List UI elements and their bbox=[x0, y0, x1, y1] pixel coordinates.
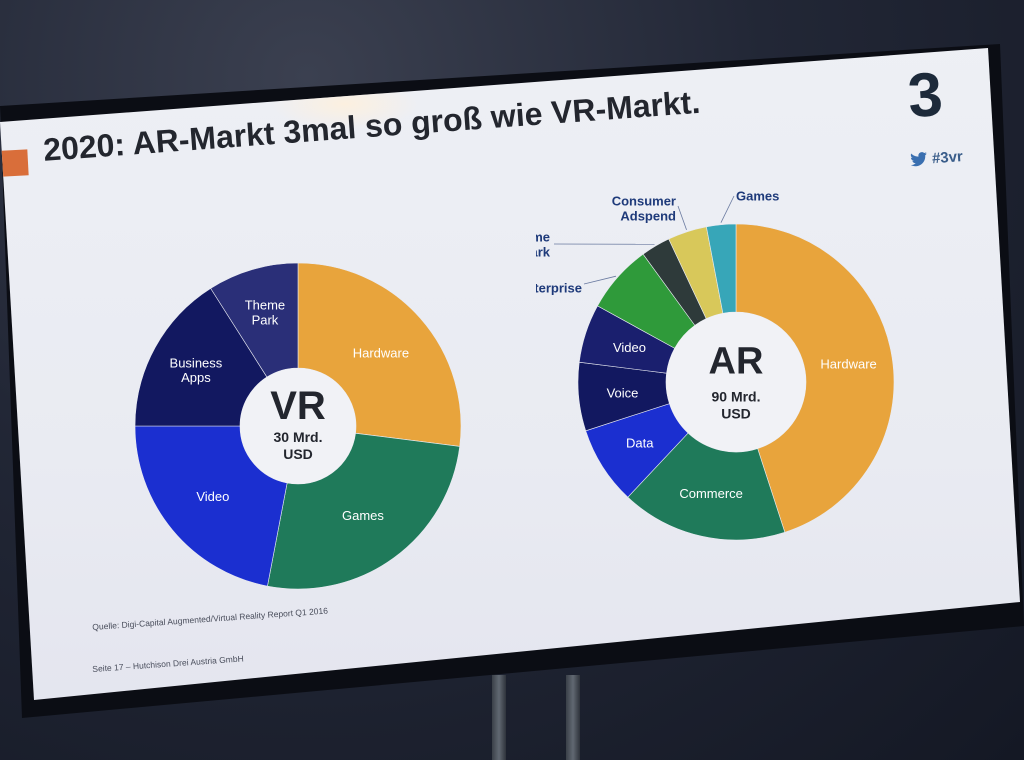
ar-label-commerce: Commerce bbox=[679, 486, 743, 501]
ar-label-enterprise: Enterprise bbox=[536, 281, 582, 296]
ar-label-data: Data bbox=[626, 436, 654, 451]
ar-label-consumer-adspend: Consumer Adspend bbox=[612, 193, 676, 223]
vr-label-hardware: Hardware bbox=[353, 345, 409, 360]
hashtag-row: #3vr bbox=[909, 148, 963, 169]
title-accent-square bbox=[1, 149, 29, 177]
monitor-stand-left bbox=[492, 675, 506, 760]
monitor-stand-right bbox=[566, 675, 580, 760]
vr-center-subtitle-1: USD bbox=[283, 446, 313, 462]
vr-label-business-apps: Business Apps bbox=[170, 355, 223, 385]
ar-center-subtitle-1: USD bbox=[721, 405, 751, 421]
ar-center-hole bbox=[666, 312, 806, 452]
hashtag-text: #3vr bbox=[931, 148, 964, 168]
slide-footer: Seite 17 – Hutchison Drei Austria GmbH bbox=[92, 653, 244, 674]
source-note: Quelle: Digi-Capital Augmented/Virtual R… bbox=[92, 605, 329, 632]
ar-label-hardware: Hardware bbox=[820, 357, 876, 372]
vr-label-games: Games bbox=[342, 508, 384, 523]
vr-donut-chart: Hardware Games Video Business Apps Theme Park V… bbox=[134, 262, 462, 590]
ar-label-games: Games bbox=[736, 189, 779, 204]
vr-center-hole bbox=[240, 368, 356, 484]
ar-label-voice: Voice bbox=[607, 385, 639, 400]
vr-center-subtitle-0: 30 Mrd. bbox=[273, 429, 322, 445]
ar-label-video: Video bbox=[613, 340, 646, 355]
twitter-bird-icon bbox=[910, 152, 927, 167]
three-logo: 3 bbox=[905, 59, 945, 132]
ar-center-title: AR bbox=[709, 341, 764, 383]
ar-leader-consumer-adspend bbox=[677, 205, 687, 230]
ar-leader-enterprise bbox=[583, 275, 617, 285]
vr-center-title: VR bbox=[270, 384, 326, 428]
ar-center-subtitle-0: 90 Mrd. bbox=[711, 389, 760, 405]
ar-donut-chart: Hardware Commerce Data Voice Video Enterprise… bbox=[536, 189, 895, 541]
vr-label-video: Video bbox=[196, 489, 229, 504]
vr-label-theme-park: Theme Park bbox=[245, 298, 285, 328]
ar-leader-games bbox=[720, 195, 735, 223]
vr-slice-hardware bbox=[297, 262, 462, 447]
